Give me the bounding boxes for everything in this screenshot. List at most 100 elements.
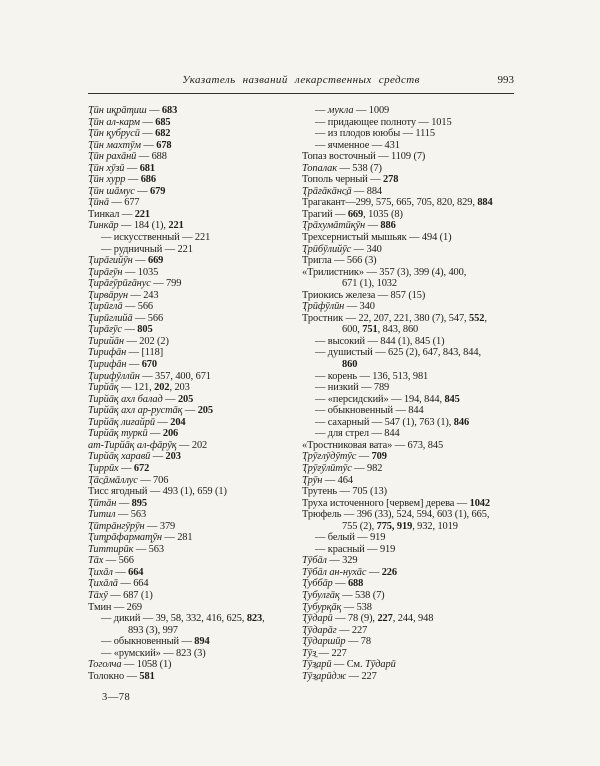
index-entry: Ҭубулғāқ — 538 (7)	[302, 590, 513, 602]
entry-text: —	[332, 578, 348, 590]
entry-page-ref-bold: 669	[347, 208, 364, 220]
index-entry: Трагакант—299, 575, 665, 705, 820, 829, …	[302, 197, 513, 209]
entry-text: — обыкновенный —	[101, 636, 195, 648]
entry-page-ref-bold: 669	[147, 255, 164, 267]
entry-page-ref-bold: 685	[155, 116, 171, 128]
entry-text: , 843, 860	[377, 324, 419, 336]
entry-text: —	[365, 220, 381, 232]
entry-term: Ҭихāлā	[88, 578, 118, 590]
entry-text: — 121,	[118, 382, 155, 394]
index-entry: Тирийāн — 202 (2)	[88, 336, 299, 348]
index-entry: Ҭӣн иқрāҭиш — 683	[88, 105, 299, 117]
entry-text: —	[154, 416, 171, 428]
index-entry: Тӯз̱арӣ — См. Тӯдарӣ	[302, 659, 513, 671]
index-entry: Топалак — 538 (7)	[302, 163, 513, 175]
entry-text: — душистый — 625 (2), 647, 843, 844,	[315, 347, 481, 359]
entry-term: Топалак	[302, 162, 338, 174]
index-entry: Тирйāқ — 121, 202, 203	[88, 382, 299, 394]
entry-text: — См.	[331, 659, 366, 671]
entry-text: — 227	[316, 647, 347, 659]
index-entry: Тӯбāл — 329	[302, 555, 513, 567]
entry-text: 671 (1), 1032	[342, 278, 397, 290]
entry-text: —	[139, 128, 156, 140]
entry-text: Трагакант—299, 575, 665, 705, 820, 829,	[302, 197, 478, 209]
entry-term: Тӯбāл	[302, 555, 327, 567]
index-entry: Тоголча — 1058 (1)	[88, 659, 299, 671]
entry-page-ref-bold: 203	[165, 451, 181, 463]
entry-text: — 566	[132, 312, 164, 324]
entry-text: —	[182, 405, 198, 417]
entry-text: —	[116, 497, 132, 509]
header-rule	[88, 93, 514, 94]
entry-term: Ҭирāғӯн	[88, 266, 123, 278]
index-entry: Трюфель — 396 (33), 524, 594, 603 (1), 6…	[302, 509, 513, 521]
index-entry: Ҭирāғӯс — 805	[88, 324, 299, 336]
entry-term: Тāх	[88, 555, 104, 567]
entry-text: ,	[484, 312, 487, 324]
index-column-right: — мукла — 1009— придающее полноту — 1015…	[302, 105, 513, 682]
entry-text: — 677	[108, 197, 140, 209]
index-entry: Тирйāқ лиғайрӣ — 204	[88, 417, 299, 429]
entry-text: — 563	[133, 543, 164, 555]
index-subentry: — для стрел — 844	[302, 428, 513, 440]
entry-text: — 340	[351, 243, 382, 255]
entry-term: Ҭиҭрāфармаҭӯн	[88, 532, 162, 544]
entry-text: — «персидский» — 194, 844,	[315, 393, 445, 405]
entry-page-ref-bold: 683	[161, 105, 178, 116]
index-entry: Ҭирāғӯн — 1035	[88, 267, 299, 279]
entry-text: , 932, 1019	[412, 520, 458, 532]
index-subentry: — высокий — 844 (1), 845 (1)	[302, 336, 513, 348]
entry-page-ref-bold: 664	[128, 566, 144, 578]
index-entry-continuation: 671 (1), 1032	[302, 278, 513, 290]
entry-term: Ҭирвāрун	[88, 289, 128, 301]
entry-text: — 982	[351, 462, 383, 474]
index-entry: Тисс ягодный — 493 (1), 659 (1)	[88, 486, 299, 498]
entry-text: Труха источенного [червем] дерева —	[302, 497, 470, 509]
index-entry: «Трилистник» — 357 (3), 399 (4), 400,	[302, 267, 513, 279]
index-entry: Ҭрӣфӯлӣн — 340	[302, 301, 513, 313]
index-entry: Ҭирӣглийā — 566	[88, 313, 299, 325]
entry-text: — 538 (7)	[339, 589, 385, 601]
index-entry: Ҭихāлā — 664	[88, 578, 299, 590]
index-entry: Ҭрӯғлӯдӯтӯс — 709	[302, 451, 513, 463]
index-entry: Ҭӯдарӣ — 78 (9), 227, 244, 948	[302, 613, 513, 625]
entry-term: Ҭӣн хӯзӣ	[88, 162, 125, 174]
index-entry: Титил — 563	[88, 509, 299, 521]
entry-text: — 78 (9),	[332, 613, 378, 625]
index-subentry: — ячменное — 431	[302, 140, 513, 152]
entry-text: — искусственный — 221	[101, 232, 211, 244]
entry-text: — 227	[336, 624, 368, 636]
index-entry: Ҭӯдаршӣр — 78	[302, 636, 513, 648]
entry-page-ref-bold: 886	[380, 220, 396, 232]
entry-term: Ҭрӣбӯлийӯс	[302, 243, 352, 255]
entry-text: —	[147, 428, 163, 440]
entry-page-ref-bold: 884	[477, 197, 493, 209]
entry-text: Тополь черный —	[302, 174, 384, 186]
index-entry: Ҭрӣбӯлийӯс — 340	[302, 244, 513, 256]
index-entry: Тӯз̱ — 227	[302, 648, 513, 660]
entry-term: Тӯз̱арӣ	[302, 659, 332, 671]
entry-term: Ҭӣн ал-карм	[88, 116, 140, 128]
index-entry: Ҭихāл — 664	[88, 567, 299, 579]
entry-text: , 244, 948	[392, 613, 434, 625]
index-entry: Титтирӣк — 563	[88, 544, 299, 556]
index-subentry: — обыкновенный — 894	[88, 636, 299, 648]
page-header: Указатель названий лекарственных средств…	[88, 74, 514, 88]
entry-text: — 688	[136, 151, 167, 163]
entry-text: Тинкал —	[88, 208, 135, 220]
index-entry: Толокно — 581	[88, 671, 299, 683]
entry-text: — 329	[326, 555, 358, 567]
entry-text: Трутень — 705 (13)	[302, 486, 387, 498]
index-entry: Тирйāқ харавӣ — 203	[88, 451, 299, 463]
index-entry: Ҭӣнā — 677	[88, 197, 299, 209]
entry-text: —	[162, 393, 178, 405]
index-entry: Ҭрӯн — 464	[302, 475, 513, 487]
entry-text: — 538	[341, 601, 372, 613]
entry-text: —	[118, 462, 134, 474]
entry-text: — из плодов ююбы — 1115	[315, 128, 435, 140]
index-entry: Ҭӣн хурр — 686	[88, 174, 299, 186]
entry-term: Тирйāқ ахл ар-рустāқ	[88, 405, 183, 417]
entry-text: , 203	[169, 382, 190, 394]
entry-page-ref-bold: 679	[150, 185, 166, 197]
entry-text: — «румский» — 823 (3)	[101, 647, 206, 659]
